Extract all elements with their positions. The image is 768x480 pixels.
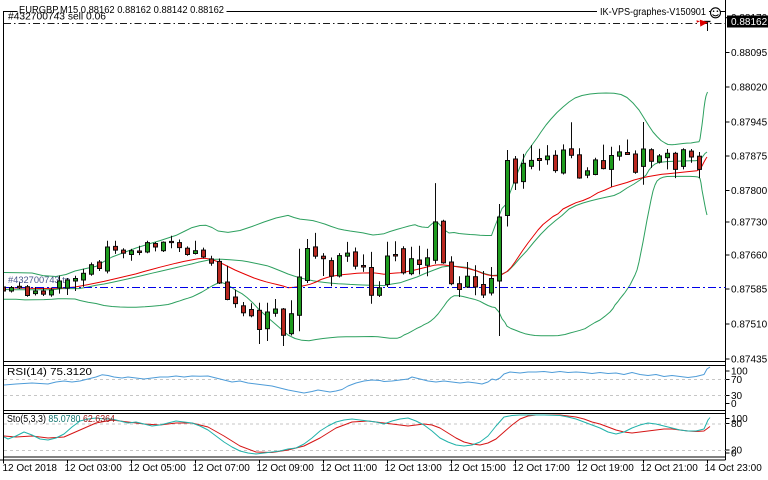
svg-text:RSI(14) 75.3120: RSI(14) 75.3120 bbox=[7, 367, 92, 378]
svg-text:#432700743 sell 0.06: #432700743 sell 0.06 bbox=[8, 12, 106, 23]
svg-text:30: 30 bbox=[731, 391, 743, 402]
svg-text:100: 100 bbox=[731, 414, 748, 425]
svg-text:12 Oct 19:00: 12 Oct 19:00 bbox=[577, 463, 635, 474]
svg-text:EURGBP,M15 0.88162 0.88162 0.: EURGBP,M15 0.88162 0.88162 0.88142 0.881… bbox=[19, 5, 224, 16]
svg-text:0.88095: 0.88095 bbox=[731, 48, 768, 59]
svg-text:70: 70 bbox=[731, 375, 743, 386]
svg-text:0.87730: 0.87730 bbox=[731, 218, 768, 229]
svg-text:14 Oct 23:00: 14 Oct 23:00 bbox=[705, 463, 763, 474]
svg-text:0.88020: 0.88020 bbox=[731, 83, 768, 94]
svg-text:0.87510: 0.87510 bbox=[731, 320, 768, 331]
svg-text:12 Oct 13:00: 12 Oct 13:00 bbox=[385, 463, 443, 474]
svg-text:12 Oct 07:00: 12 Oct 07:00 bbox=[193, 463, 251, 474]
svg-text:100: 100 bbox=[731, 367, 748, 378]
svg-text:12 Oct 11:00: 12 Oct 11:00 bbox=[321, 463, 378, 474]
svg-text:0.87875: 0.87875 bbox=[731, 152, 768, 163]
svg-text:0.87945: 0.87945 bbox=[731, 118, 768, 129]
svg-text:12 Oct 09:00: 12 Oct 09:00 bbox=[257, 463, 315, 474]
svg-text:12 Oct 05:00: 12 Oct 05:00 bbox=[129, 463, 187, 474]
svg-text:0.87660: 0.87660 bbox=[731, 251, 768, 262]
svg-text:12 Oct 21:00: 12 Oct 21:00 bbox=[641, 463, 699, 474]
svg-text:IK-VPS-graphes-V150901: IK-VPS-graphes-V150901 bbox=[600, 7, 706, 18]
svg-text:0: 0 bbox=[731, 449, 737, 460]
svg-text:12 Oct 15:00: 12 Oct 15:00 bbox=[449, 463, 507, 474]
svg-text:Sto(5,3,3) 85.0780 62.6364: Sto(5,3,3) 85.0780 62.6364 bbox=[7, 414, 115, 425]
svg-text:0.87800: 0.87800 bbox=[731, 186, 768, 197]
svg-text:#432700743 tp: #432700743 tp bbox=[8, 275, 70, 286]
svg-text:12 Oct 2018: 12 Oct 2018 bbox=[3, 463, 58, 474]
svg-text:0: 0 bbox=[731, 399, 737, 410]
svg-text:12 Oct 03:00: 12 Oct 03:00 bbox=[65, 463, 123, 474]
svg-text:20: 20 bbox=[731, 446, 743, 457]
svg-text:0.88162: 0.88162 bbox=[731, 17, 768, 28]
svg-text:0.87435: 0.87435 bbox=[731, 355, 768, 366]
svg-text:0.87585: 0.87585 bbox=[731, 285, 768, 296]
svg-text:12 Oct 17:00: 12 Oct 17:00 bbox=[513, 463, 571, 474]
svg-text:80: 80 bbox=[731, 419, 743, 430]
